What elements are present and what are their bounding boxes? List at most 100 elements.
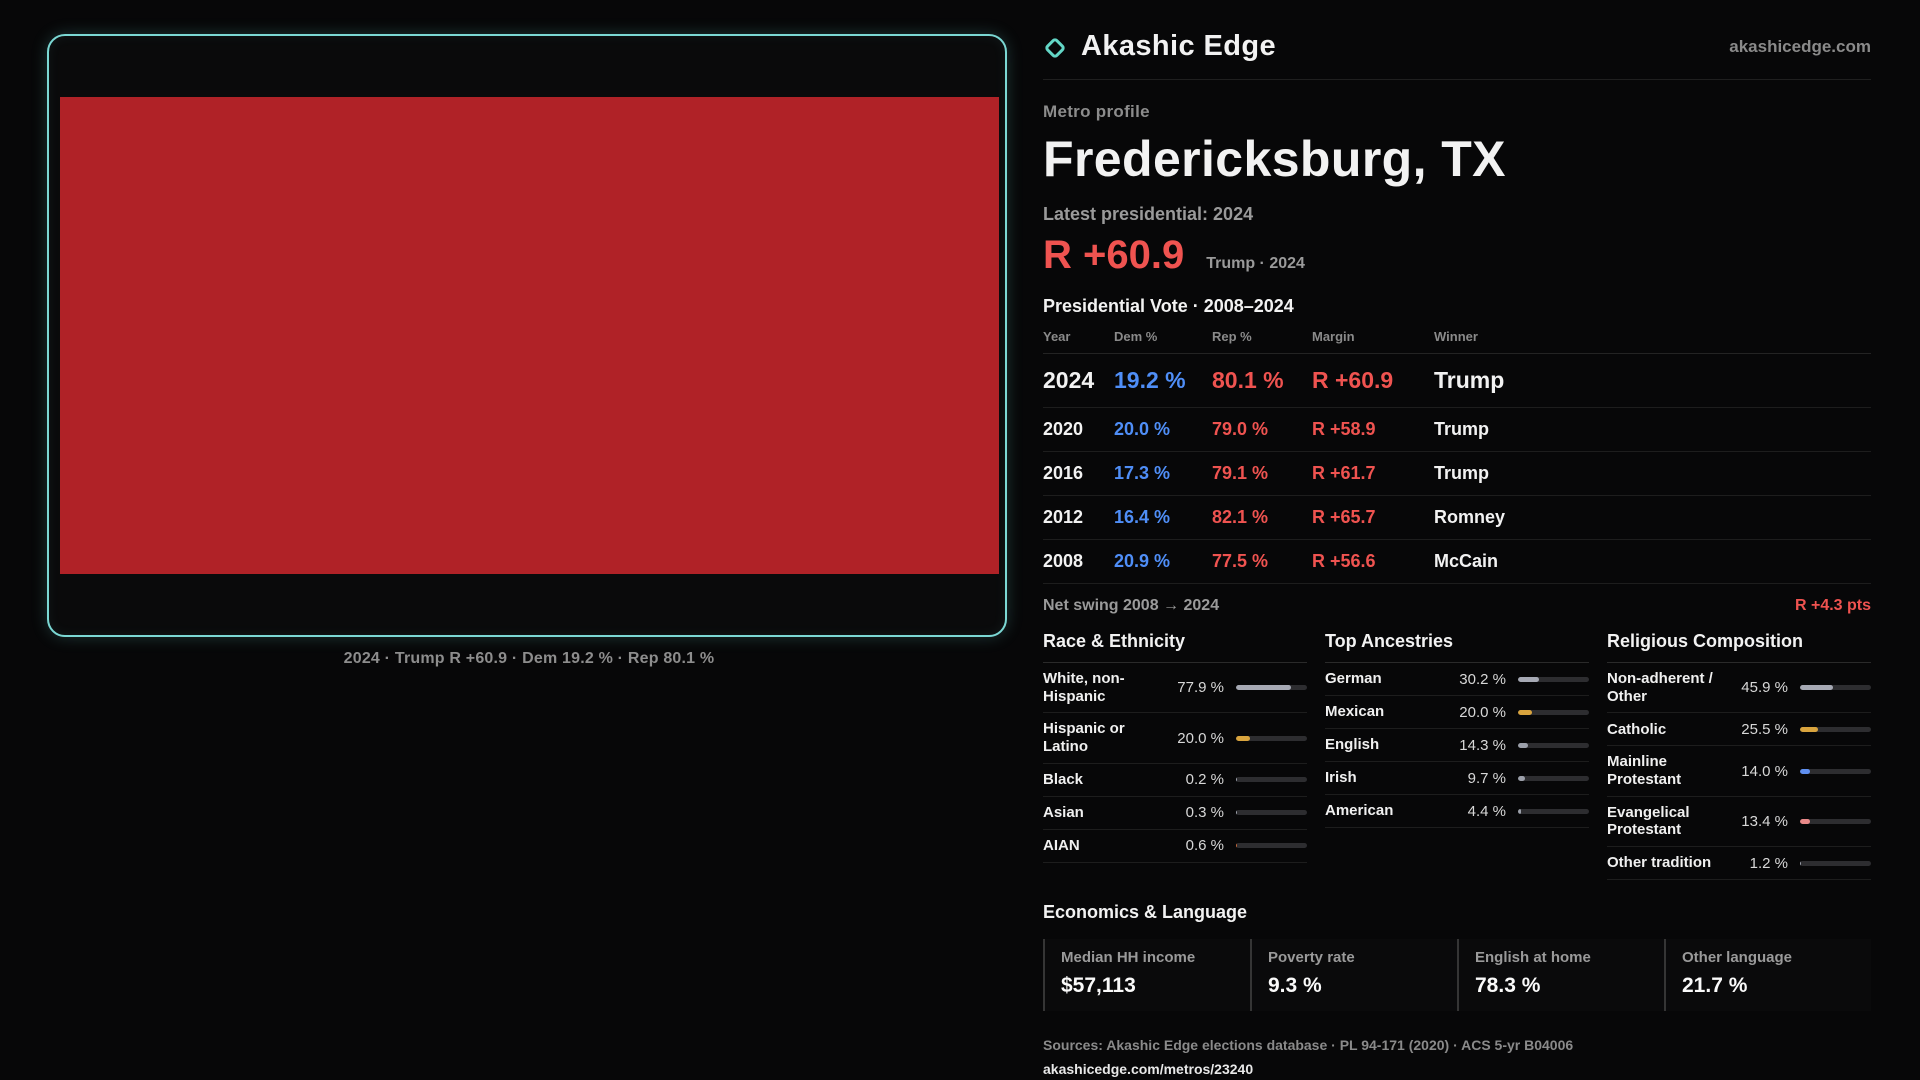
demo-label: Mainline Protestant	[1607, 753, 1682, 789]
race-ethnicity-column: Race & Ethnicity White, non-Hispanic 77.…	[1043, 631, 1307, 863]
demo-value: 4.4 %	[1467, 802, 1506, 820]
demo-row: Evangelical Protestant 13.4 %	[1607, 797, 1871, 848]
demo-bar	[1800, 818, 1871, 824]
demo-value: 13.4 %	[1741, 812, 1788, 830]
demo-bar	[1800, 726, 1871, 732]
table-row: 2012 16.4 % 82.1 % R +65.7 Romney	[1043, 496, 1871, 540]
demo-value: 25.5 %	[1741, 720, 1788, 738]
header-margin: Margin	[1312, 329, 1355, 344]
winner-cell: Trump	[1434, 367, 1505, 393]
demo-label: English	[1325, 736, 1380, 754]
winner-cell: Trump	[1434, 463, 1490, 483]
section-title: Religious Composition	[1607, 631, 1871, 663]
demo-bar-fill	[1800, 726, 1819, 732]
demo-label: Asian	[1043, 803, 1084, 821]
profile-panel: Akashic Edge akashicedge.com Metro profi…	[1043, 30, 1871, 1079]
site-link[interactable]: akashicedge.com	[1729, 36, 1871, 56]
stat-label: Other language	[1682, 949, 1793, 967]
headline-margin: R +60.9	[1043, 233, 1185, 277]
year-cell: 2008	[1043, 551, 1084, 571]
stat-poverty-rate: Poverty rate 9.3 %	[1250, 939, 1457, 1012]
economics-stats: Median HH income $57,113 Poverty rate 9.…	[1043, 939, 1871, 1012]
demo-bar	[1236, 735, 1307, 741]
demo-value: 14.3 %	[1459, 736, 1506, 754]
demo-bar	[1236, 810, 1307, 816]
header-dem: Dem %	[1114, 329, 1158, 344]
demo-bar	[1518, 775, 1589, 781]
demo-bar-fill	[1800, 768, 1810, 774]
demo-value: 0.6 %	[1185, 837, 1224, 855]
margin-cell: R +58.9	[1312, 419, 1376, 439]
demo-label: Irish	[1325, 769, 1357, 787]
section-title: Top Ancestries	[1325, 631, 1589, 663]
demo-row: White, non-Hispanic 77.9 %	[1043, 663, 1307, 714]
demo-label: Mexican	[1325, 703, 1385, 721]
demo-bar-fill	[1518, 709, 1533, 715]
demo-row: English 14.3 %	[1325, 729, 1589, 762]
stat-value: $57,113	[1061, 974, 1136, 998]
demo-value: 45.9 %	[1741, 679, 1788, 697]
demo-row: Non-adherent / Other 45.9 %	[1607, 663, 1871, 714]
demo-label: Hispanic or Latino	[1043, 720, 1125, 756]
demo-bar	[1800, 768, 1871, 774]
ancestries-column: Top Ancestries German 30.2 % Mexican 20.…	[1325, 631, 1589, 828]
demo-bar-fill	[1236, 685, 1292, 691]
demo-row: Black 0.2 %	[1043, 764, 1307, 797]
demo-label: German	[1325, 670, 1382, 688]
year-cell: 2012	[1043, 507, 1084, 527]
year-cell: 2020	[1043, 419, 1084, 439]
margin-cell: R +61.7	[1312, 463, 1376, 483]
demo-bar-fill	[1236, 735, 1251, 741]
demo-bar-fill	[1800, 860, 1801, 866]
winner-cell: McCain	[1434, 551, 1499, 571]
rep-cell: 77.5 %	[1212, 551, 1269, 571]
dem-cell: 16.4 %	[1114, 507, 1171, 527]
stat-value: 78.3 %	[1475, 974, 1541, 998]
stat-label: English at home	[1475, 949, 1591, 967]
demo-label: Catholic	[1607, 720, 1667, 738]
brand-name: Akashic Edge	[1081, 30, 1276, 62]
demo-row: Irish 9.7 %	[1325, 762, 1589, 795]
demo-row: American 4.4 %	[1325, 795, 1589, 828]
permalink[interactable]: akashicedge.com/metros/23240	[1043, 1061, 1254, 1078]
demo-bar-fill	[1518, 676, 1540, 682]
rep-cell: 82.1 %	[1212, 507, 1269, 527]
stat-value: 21.7 %	[1682, 974, 1748, 998]
margin-cell: R +56.6	[1312, 551, 1376, 571]
demo-label: White, non-Hispanic	[1043, 670, 1125, 705]
sources-text: Sources: Akashic Edge elections database…	[1043, 1037, 1574, 1054]
year-cell: 2016	[1043, 463, 1084, 483]
economics-title: Economics & Language	[1043, 902, 1248, 923]
map-caption: 2024 · Trump R +60.9 · Dem 19.2 % · Rep …	[343, 650, 715, 667]
winner-cell: Romney	[1434, 507, 1506, 527]
demo-value: 0.2 %	[1185, 771, 1224, 789]
demo-value: 0.3 %	[1185, 804, 1224, 822]
stat-other-language: Other language 21.7 %	[1664, 939, 1871, 1012]
demo-value: 1.2 %	[1749, 854, 1788, 872]
margin-cell: R +60.9	[1312, 367, 1394, 393]
margin-cell: R +65.7	[1312, 507, 1376, 527]
table-row: 2016 17.3 % 79.1 % R +61.7 Trump	[1043, 452, 1871, 496]
header: Akashic Edge akashicedge.com	[1043, 30, 1871, 80]
header-rep: Rep %	[1212, 329, 1252, 344]
demo-value: 77.9 %	[1177, 679, 1224, 697]
footer: Sources: Akashic Edge elections database…	[1043, 1037, 1871, 1079]
brand-diamond-icon	[1043, 36, 1067, 59]
demo-row: Mainline Protestant 14.0 %	[1607, 746, 1871, 797]
demo-value: 9.7 %	[1467, 769, 1506, 787]
demo-bar	[1236, 777, 1307, 783]
rep-cell: 79.0 %	[1212, 419, 1269, 439]
demo-bar-fill	[1518, 742, 1529, 748]
demo-row: Mexican 20.0 %	[1325, 696, 1589, 729]
table-row: 2008 20.9 % 77.5 % R +56.6 McCain	[1043, 540, 1871, 584]
map-red-region	[60, 97, 999, 574]
stat-label: Poverty rate	[1268, 949, 1355, 967]
demo-row: Hispanic or Latino 20.0 %	[1043, 713, 1307, 764]
net-swing-label: Net swing 2008 → 2024	[1043, 597, 1220, 614]
demo-label: Black	[1043, 770, 1084, 788]
demo-value: 20.0 %	[1177, 729, 1224, 747]
demo-row: Asian 0.3 %	[1043, 797, 1307, 830]
demo-bar-fill	[1800, 685, 1833, 691]
net-swing: Net swing 2008 → 2024 R +4.3 pts	[1043, 597, 1871, 615]
religion-column: Religious Composition Non-adherent / Oth…	[1607, 631, 1871, 881]
